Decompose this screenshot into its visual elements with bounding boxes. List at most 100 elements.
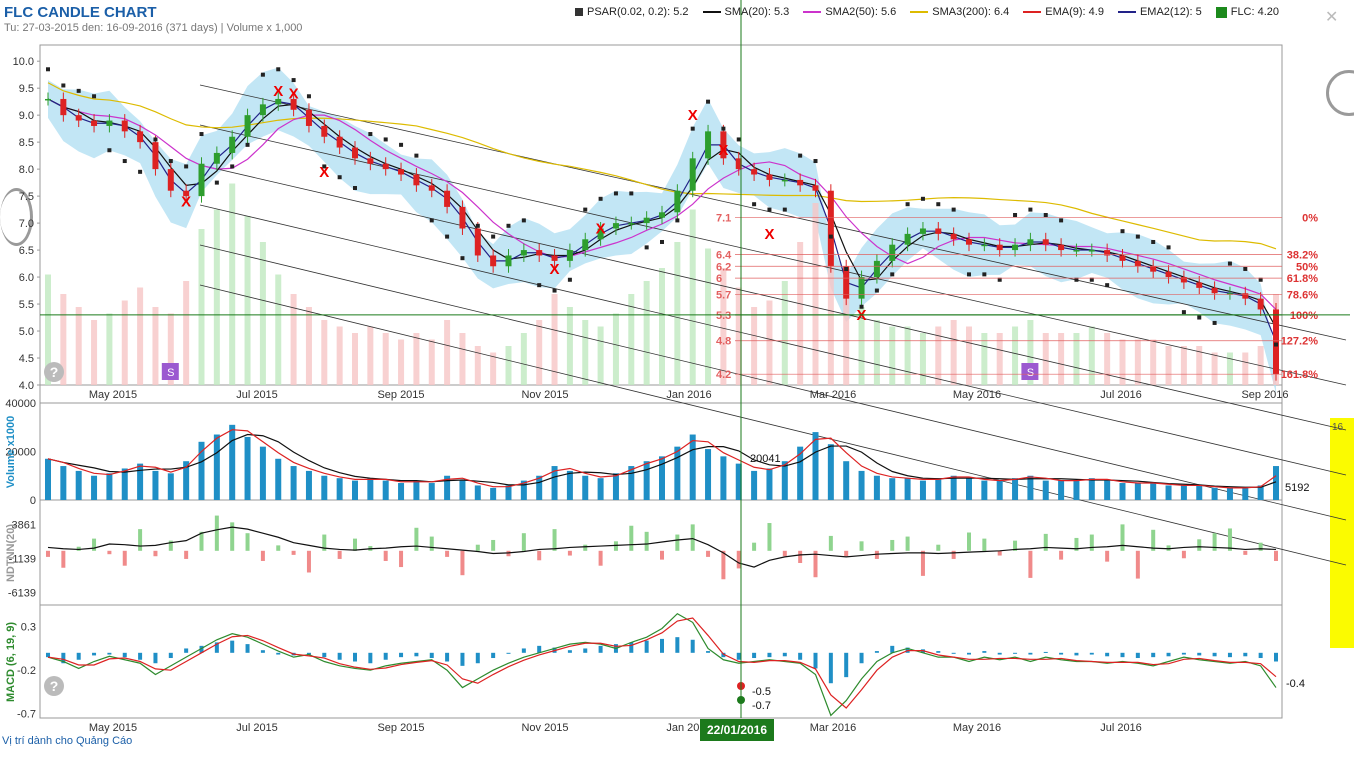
ndt-bar	[46, 550, 50, 557]
volume-bar	[505, 485, 512, 500]
volume-bar	[352, 480, 358, 500]
macd-histogram-bar	[1135, 652, 1140, 659]
price-volume-shadow	[935, 326, 942, 385]
volume-bar	[229, 424, 236, 500]
ndt-bar	[813, 550, 818, 578]
volume-bar	[198, 441, 205, 500]
macd-histogram-bar	[368, 652, 373, 664]
macd-histogram-bar	[997, 652, 1002, 655]
candle-body	[152, 142, 159, 170]
chart-subtitle: Tu: 27-03-2015 den: 16-09-2016 (371 days…	[4, 22, 303, 34]
candle-body	[1180, 277, 1187, 283]
candle-body	[904, 233, 911, 245]
psar-dot	[844, 266, 849, 271]
macd-histogram-bar	[844, 652, 849, 678]
macd-histogram-bar	[967, 652, 971, 655]
candle-body	[413, 174, 420, 186]
volume-bar	[398, 483, 405, 500]
fib-price-label: 7.1	[716, 213, 731, 225]
macd-histogram-bar	[168, 652, 173, 659]
volume-bar	[413, 480, 420, 500]
price-y-tick: 4.0	[19, 380, 34, 392]
price-volume-shadow	[536, 320, 543, 385]
macd-histogram-bar	[767, 652, 772, 658]
volume-bar	[167, 473, 174, 500]
ndt-bar	[460, 550, 465, 576]
candle-body	[398, 169, 405, 175]
close-icon[interactable]: ✕	[1325, 9, 1339, 26]
x-marker: X	[319, 164, 329, 181]
x-marker: X	[273, 83, 283, 100]
bottom-x-tick: Sep 2015	[377, 722, 424, 734]
trend-line	[199, 204, 1347, 476]
psar-dot	[1274, 342, 1278, 347]
psar-dot	[107, 148, 112, 153]
ndt-bar	[199, 531, 204, 551]
price-x-tick: May 2016	[953, 389, 1001, 401]
fib-label: 78.6%	[1287, 289, 1318, 301]
macd-histogram-bar	[598, 645, 603, 653]
macd-histogram-bar	[353, 652, 357, 662]
volume-bar	[259, 446, 266, 500]
price-volume-shadow	[1180, 346, 1187, 385]
volume-bar	[996, 480, 1003, 500]
bottom-x-tick: Nov 2015	[521, 722, 568, 734]
ndt-bar	[1120, 524, 1125, 551]
previous-arrow-icon[interactable]	[0, 188, 33, 246]
x-marker: X	[596, 220, 606, 237]
candle-body	[1273, 309, 1279, 375]
volume-bar	[751, 470, 758, 500]
price-volume-shadow	[106, 313, 113, 385]
price-volume-shadow	[336, 326, 343, 385]
price-volume-shadow	[352, 333, 358, 385]
ndt-bar	[752, 542, 757, 551]
candle-body	[1165, 271, 1172, 278]
candle-body	[781, 179, 788, 182]
price-volume-shadow	[520, 333, 527, 385]
macd-histogram-bar	[184, 648, 189, 653]
price-volume-shadow	[444, 320, 451, 385]
candle-body	[566, 250, 573, 261]
right-badge-label: 16	[1332, 422, 1344, 433]
volume-bar	[858, 470, 865, 500]
price-volume-shadow	[45, 274, 51, 385]
candle-body	[490, 255, 497, 267]
macd-histogram-bar	[782, 652, 787, 657]
volume-bar	[428, 483, 435, 500]
crosshair-date-label: 22/01/2016	[700, 719, 774, 741]
price-volume-shadow	[858, 307, 865, 385]
volume-bar	[843, 461, 850, 500]
legend-label: SMA3(200): 6.4	[932, 6, 1010, 18]
volume-bar	[106, 473, 113, 500]
psar-dot	[46, 67, 50, 72]
ndt-bar	[1274, 550, 1278, 561]
ndt-bar	[1181, 550, 1186, 559]
ndt-bar	[951, 550, 956, 559]
volume-bar	[1042, 480, 1049, 500]
price-volume-shadow	[797, 242, 804, 385]
psar-dot	[1212, 320, 1217, 325]
candle-body	[735, 158, 742, 170]
candle-body	[321, 125, 328, 137]
ndt-bar	[798, 550, 803, 563]
psar-dot	[782, 207, 787, 212]
psar-dot	[199, 132, 204, 137]
psar-dot	[798, 153, 803, 158]
macd-histogram-bar	[982, 651, 987, 653]
macd-histogram-bar	[107, 652, 112, 655]
ndt-bar	[76, 546, 81, 551]
price-y-tick: 7.5	[19, 191, 34, 203]
psar-dot	[1197, 315, 1202, 320]
psar-dot	[460, 256, 465, 261]
fib-label: 38.2%	[1287, 249, 1318, 261]
next-arrow-icon[interactable]	[1326, 70, 1354, 116]
macd-histogram-bar	[567, 650, 572, 653]
volume-bar	[628, 466, 635, 500]
price-volume-shadow	[628, 294, 635, 385]
price-volume-shadow	[720, 268, 727, 385]
ad-placeholder-link[interactable]: Vị trí dành cho Quảng Cáo	[2, 735, 133, 747]
volume-bar	[1257, 485, 1264, 500]
price-volume-shadow	[137, 287, 144, 385]
x-marker: X	[688, 107, 698, 124]
